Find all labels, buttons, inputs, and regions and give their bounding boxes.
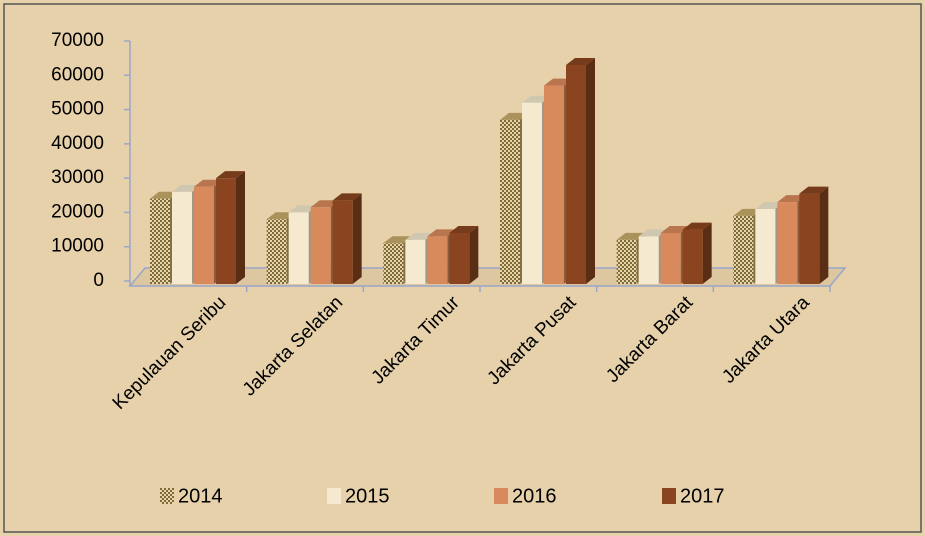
legend-swatch — [662, 488, 676, 504]
bar — [266, 219, 287, 284]
bar-top — [150, 191, 179, 199]
bar-top — [733, 208, 763, 216]
bar-top — [500, 112, 529, 120]
bar — [777, 202, 798, 284]
bar — [310, 207, 331, 284]
legend-text: 2014 — [178, 485, 223, 507]
bar — [733, 215, 754, 284]
bar — [799, 193, 820, 284]
legend-swatch — [494, 488, 508, 504]
bar-top — [310, 200, 340, 208]
bar-top — [449, 226, 479, 233]
bar — [566, 65, 586, 284]
bar — [172, 191, 192, 284]
bar-side — [702, 222, 712, 284]
legend-text: 2015 — [345, 485, 390, 507]
bar-side — [586, 58, 595, 284]
bar-top — [216, 171, 245, 179]
bar-side — [352, 193, 362, 284]
bar-top — [194, 179, 223, 187]
legend-text: 2016 — [512, 485, 557, 507]
y-tick-label: 30000 — [51, 167, 104, 188]
y-tick-label: 40000 — [51, 133, 104, 154]
bar-top — [332, 193, 362, 201]
bar-side — [819, 186, 829, 284]
bar — [427, 236, 448, 284]
bar — [682, 229, 703, 284]
bar — [500, 119, 520, 284]
bar-top — [616, 232, 646, 240]
bar-top — [405, 232, 435, 240]
bar-top — [288, 205, 318, 213]
bar-top — [777, 195, 807, 203]
bar-top — [799, 186, 829, 194]
bar — [660, 233, 681, 284]
bar-top — [266, 212, 296, 220]
bar — [288, 212, 309, 284]
y-tick-label: 20000 — [51, 201, 104, 222]
bar — [522, 102, 542, 284]
bar-top — [427, 229, 457, 237]
bar — [755, 209, 776, 284]
bar — [194, 186, 214, 284]
y-tick-label: 10000 — [51, 236, 104, 257]
bar — [449, 233, 470, 284]
y-tick-label: 0 — [93, 270, 104, 291]
bar-top — [383, 236, 413, 244]
bar-top — [682, 222, 712, 230]
bar — [638, 236, 659, 284]
bar-top — [172, 184, 201, 192]
bar-top — [522, 95, 551, 103]
y-tick-label: 60000 — [51, 64, 104, 85]
bar — [544, 85, 564, 284]
bar — [383, 243, 404, 284]
legend-swatch — [327, 488, 341, 504]
bar — [150, 198, 170, 284]
y-tick-label: 50000 — [51, 99, 104, 120]
bar-top — [638, 229, 668, 237]
bar-side — [236, 171, 245, 284]
bar — [332, 200, 353, 284]
bar — [216, 178, 236, 284]
bar — [405, 239, 426, 284]
frame — [3, 3, 922, 533]
legend-swatch — [160, 488, 174, 504]
bar — [616, 239, 637, 284]
bar-top — [544, 78, 573, 86]
bar-top — [755, 202, 785, 209]
legend-text: 2017 — [680, 485, 725, 507]
y-tick-label: 70000 — [51, 30, 104, 51]
bar-top — [660, 226, 690, 233]
bar-top — [566, 58, 595, 65]
bar-side — [469, 226, 479, 284]
